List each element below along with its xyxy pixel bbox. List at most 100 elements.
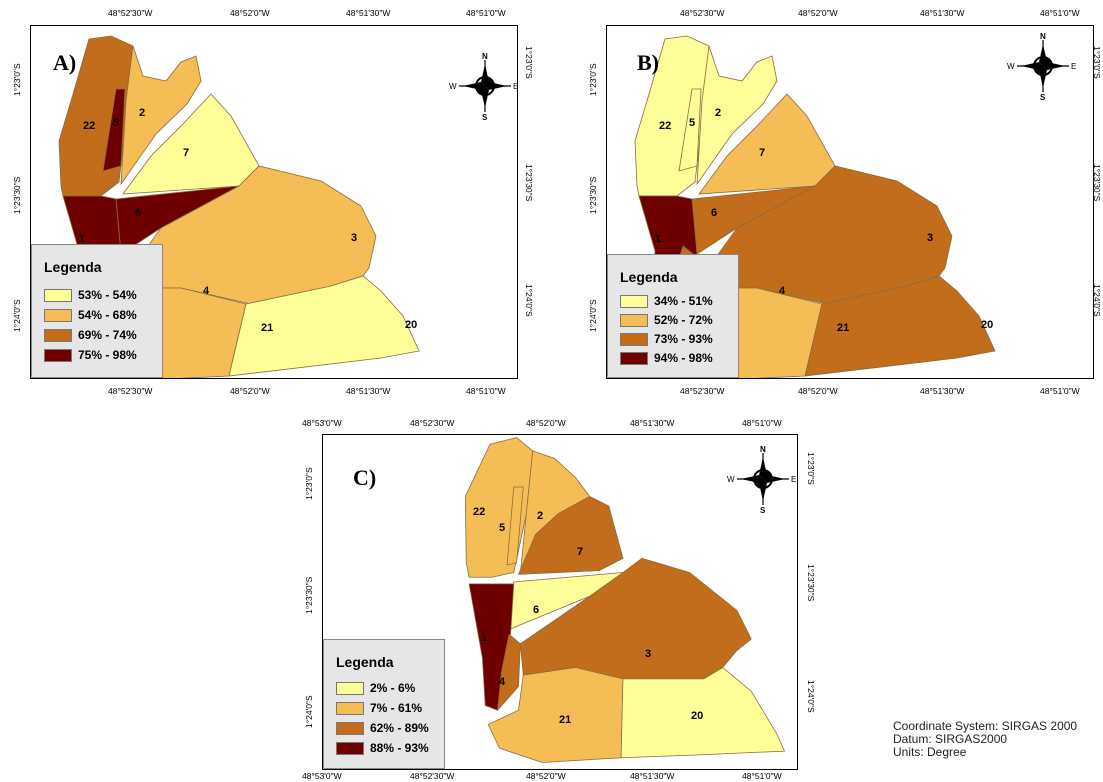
- datum: Datum: SIRGAS2000: [893, 732, 1008, 746]
- zone-2: [120, 45, 202, 186]
- zone-label: 4: [203, 285, 210, 297]
- zone-label: 3: [351, 232, 357, 244]
- zone-7: [517, 496, 624, 575]
- legend-row: 2% - 6%: [336, 680, 415, 696]
- axis-label-bottom: 48°52'30"W: [410, 771, 454, 781]
- axes-a: 48°52'30"W 48°52'0"W 48°51'30"W 48°51'0"…: [12, 8, 534, 396]
- legend-swatch: [44, 328, 72, 342]
- axis-label-top: 48°53'0"W: [302, 418, 342, 428]
- zone-label: 21: [559, 714, 571, 726]
- compass-w: W: [727, 475, 735, 484]
- axis-label-bottom: 48°51'0"W: [1040, 386, 1080, 396]
- axis-label-bottom: 48°51'30"W: [346, 386, 390, 396]
- coordinate-info: Coordinate System: SIRGAS 2000 Datum: SI…: [893, 720, 1077, 759]
- legend-row: 75% - 98%: [44, 347, 137, 363]
- compass-e: E: [791, 475, 796, 484]
- legend-row: 69% - 74%: [44, 327, 137, 343]
- map-frame-c: 22 5 2 7 6 1 3 4 21 20 N: [322, 434, 798, 770]
- axis-label-bottom: 48°51'0"W: [466, 386, 506, 396]
- axis-label-bottom: 48°52'0"W: [526, 771, 566, 781]
- zone-label: 22: [473, 506, 485, 518]
- legend-label: 52% - 72%: [654, 313, 713, 327]
- axis-label-bottom: 48°51'30"W: [630, 771, 674, 781]
- legend-label: 53% - 54%: [78, 288, 137, 302]
- zone-label: 1: [655, 233, 661, 245]
- axis-label-bottom: 48°52'30"W: [680, 386, 724, 396]
- legend-row: 88% - 93%: [336, 740, 429, 756]
- compass-s: S: [1040, 93, 1046, 102]
- legend-row: 7% - 61%: [336, 700, 422, 716]
- axes-b: 48°52'30"W 48°52'0"W 48°51'30"W 48°51'0"…: [588, 8, 1102, 396]
- legend-swatch: [620, 313, 648, 327]
- legend-label: 75% - 98%: [78, 348, 137, 362]
- axis-label-left: 1°24'0"S: [12, 299, 22, 332]
- zone-labels-b: 22 5 2 7 6 1 3 4 21 20: [655, 107, 993, 334]
- zone-4: [497, 633, 521, 712]
- axes-c: 48°53'0"W 48°52'30"W 48°52'0"W 48°51'30"…: [302, 418, 816, 781]
- axis-label-right: 1°24'0"S: [524, 284, 534, 317]
- axis-label-right: 1°23'30"S: [806, 564, 816, 602]
- legend-swatch: [336, 741, 364, 755]
- zone-label: 4: [499, 676, 506, 688]
- zone-label: 22: [83, 120, 95, 132]
- zone-5: [506, 486, 524, 566]
- legend-label: 73% - 93%: [654, 332, 713, 346]
- zone-label: 6: [135, 207, 141, 219]
- zone-20: [804, 275, 996, 377]
- zone-2: [696, 45, 778, 186]
- axis-label-top: 48°52'30"W: [680, 8, 724, 18]
- zone-label: 2: [537, 510, 543, 522]
- compass-icon: N S E W: [1007, 32, 1076, 102]
- coordinate-system: Coordinate System: SIRGAS 2000: [893, 719, 1078, 733]
- compass-n: N: [1040, 32, 1046, 41]
- panel-label-c: C): [353, 465, 377, 490]
- axis-label-right: 1°23'30"S: [524, 164, 534, 202]
- axis-label-bottom: 48°52'0"W: [798, 386, 838, 396]
- axis-label-left: 1°23'30"S: [588, 176, 598, 214]
- axis-label-top: 48°51'30"W: [346, 8, 390, 18]
- axis-label-right: 1°23'0"S: [1092, 46, 1102, 79]
- axis-label-left: 1°23'30"S: [304, 576, 314, 614]
- zone-label: 6: [711, 207, 717, 219]
- legend-swatch: [44, 308, 72, 322]
- compass-s: S: [482, 113, 488, 122]
- legend-b: Legenda 34% - 51% 52% - 72% 73% - 93% 94…: [607, 254, 739, 378]
- legend-swatch: [336, 701, 364, 715]
- axis-label-top: 48°51'0"W: [466, 8, 506, 18]
- axis-label-top: 48°52'0"W: [798, 8, 838, 18]
- zone-label: 2: [715, 107, 721, 119]
- axis-label-bottom: 48°51'30"W: [920, 386, 964, 396]
- legend-title: Legenda: [336, 654, 394, 670]
- zone-7: [698, 93, 836, 195]
- axis-label-bottom: 48°52'30"W: [108, 386, 152, 396]
- zone-20: [228, 275, 420, 377]
- zone-label: 3: [927, 232, 933, 244]
- zone-label: 22: [659, 120, 671, 132]
- axis-label-top: 48°51'30"W: [920, 8, 964, 18]
- zone-label: 5: [499, 522, 505, 534]
- zone-label: 21: [837, 322, 849, 334]
- zone-label: 4: [779, 285, 786, 297]
- axis-label-left: 1°23'0"S: [588, 63, 598, 96]
- zone-label: 20: [691, 710, 703, 722]
- axis-label-left: 1°24'0"S: [304, 695, 314, 728]
- map-frame-a: 22 5 2 7 6 1 3 4 21 20 N: [30, 25, 518, 379]
- legend-swatch: [336, 721, 364, 735]
- zone-20: [620, 667, 786, 759]
- zone-label: 7: [183, 147, 189, 159]
- axis-label-bottom: 48°51'0"W: [742, 771, 782, 781]
- axis-label-right: 1°24'0"S: [806, 680, 816, 713]
- legend-a: Legenda 53% - 54% 54% - 68% 69% - 74% 75…: [31, 244, 163, 378]
- axis-label-right: 1°23'30"S: [1092, 164, 1102, 202]
- legend-label: 94% - 98%: [654, 351, 713, 365]
- zone-5: [102, 88, 126, 172]
- axis-label-top: 48°51'30"W: [630, 418, 674, 428]
- legend-row: 54% - 68%: [44, 307, 137, 323]
- zone-label: 3: [645, 648, 651, 660]
- legend-swatch: [620, 332, 648, 346]
- legend-row: 53% - 54%: [44, 287, 137, 303]
- legend-row: 73% - 93%: [620, 331, 713, 347]
- compass-e: E: [1071, 62, 1076, 71]
- axis-label-left: 1°23'0"S: [12, 63, 22, 96]
- zone-labels-a: 22 5 2 7 6 1 3 4 21 20: [79, 107, 417, 334]
